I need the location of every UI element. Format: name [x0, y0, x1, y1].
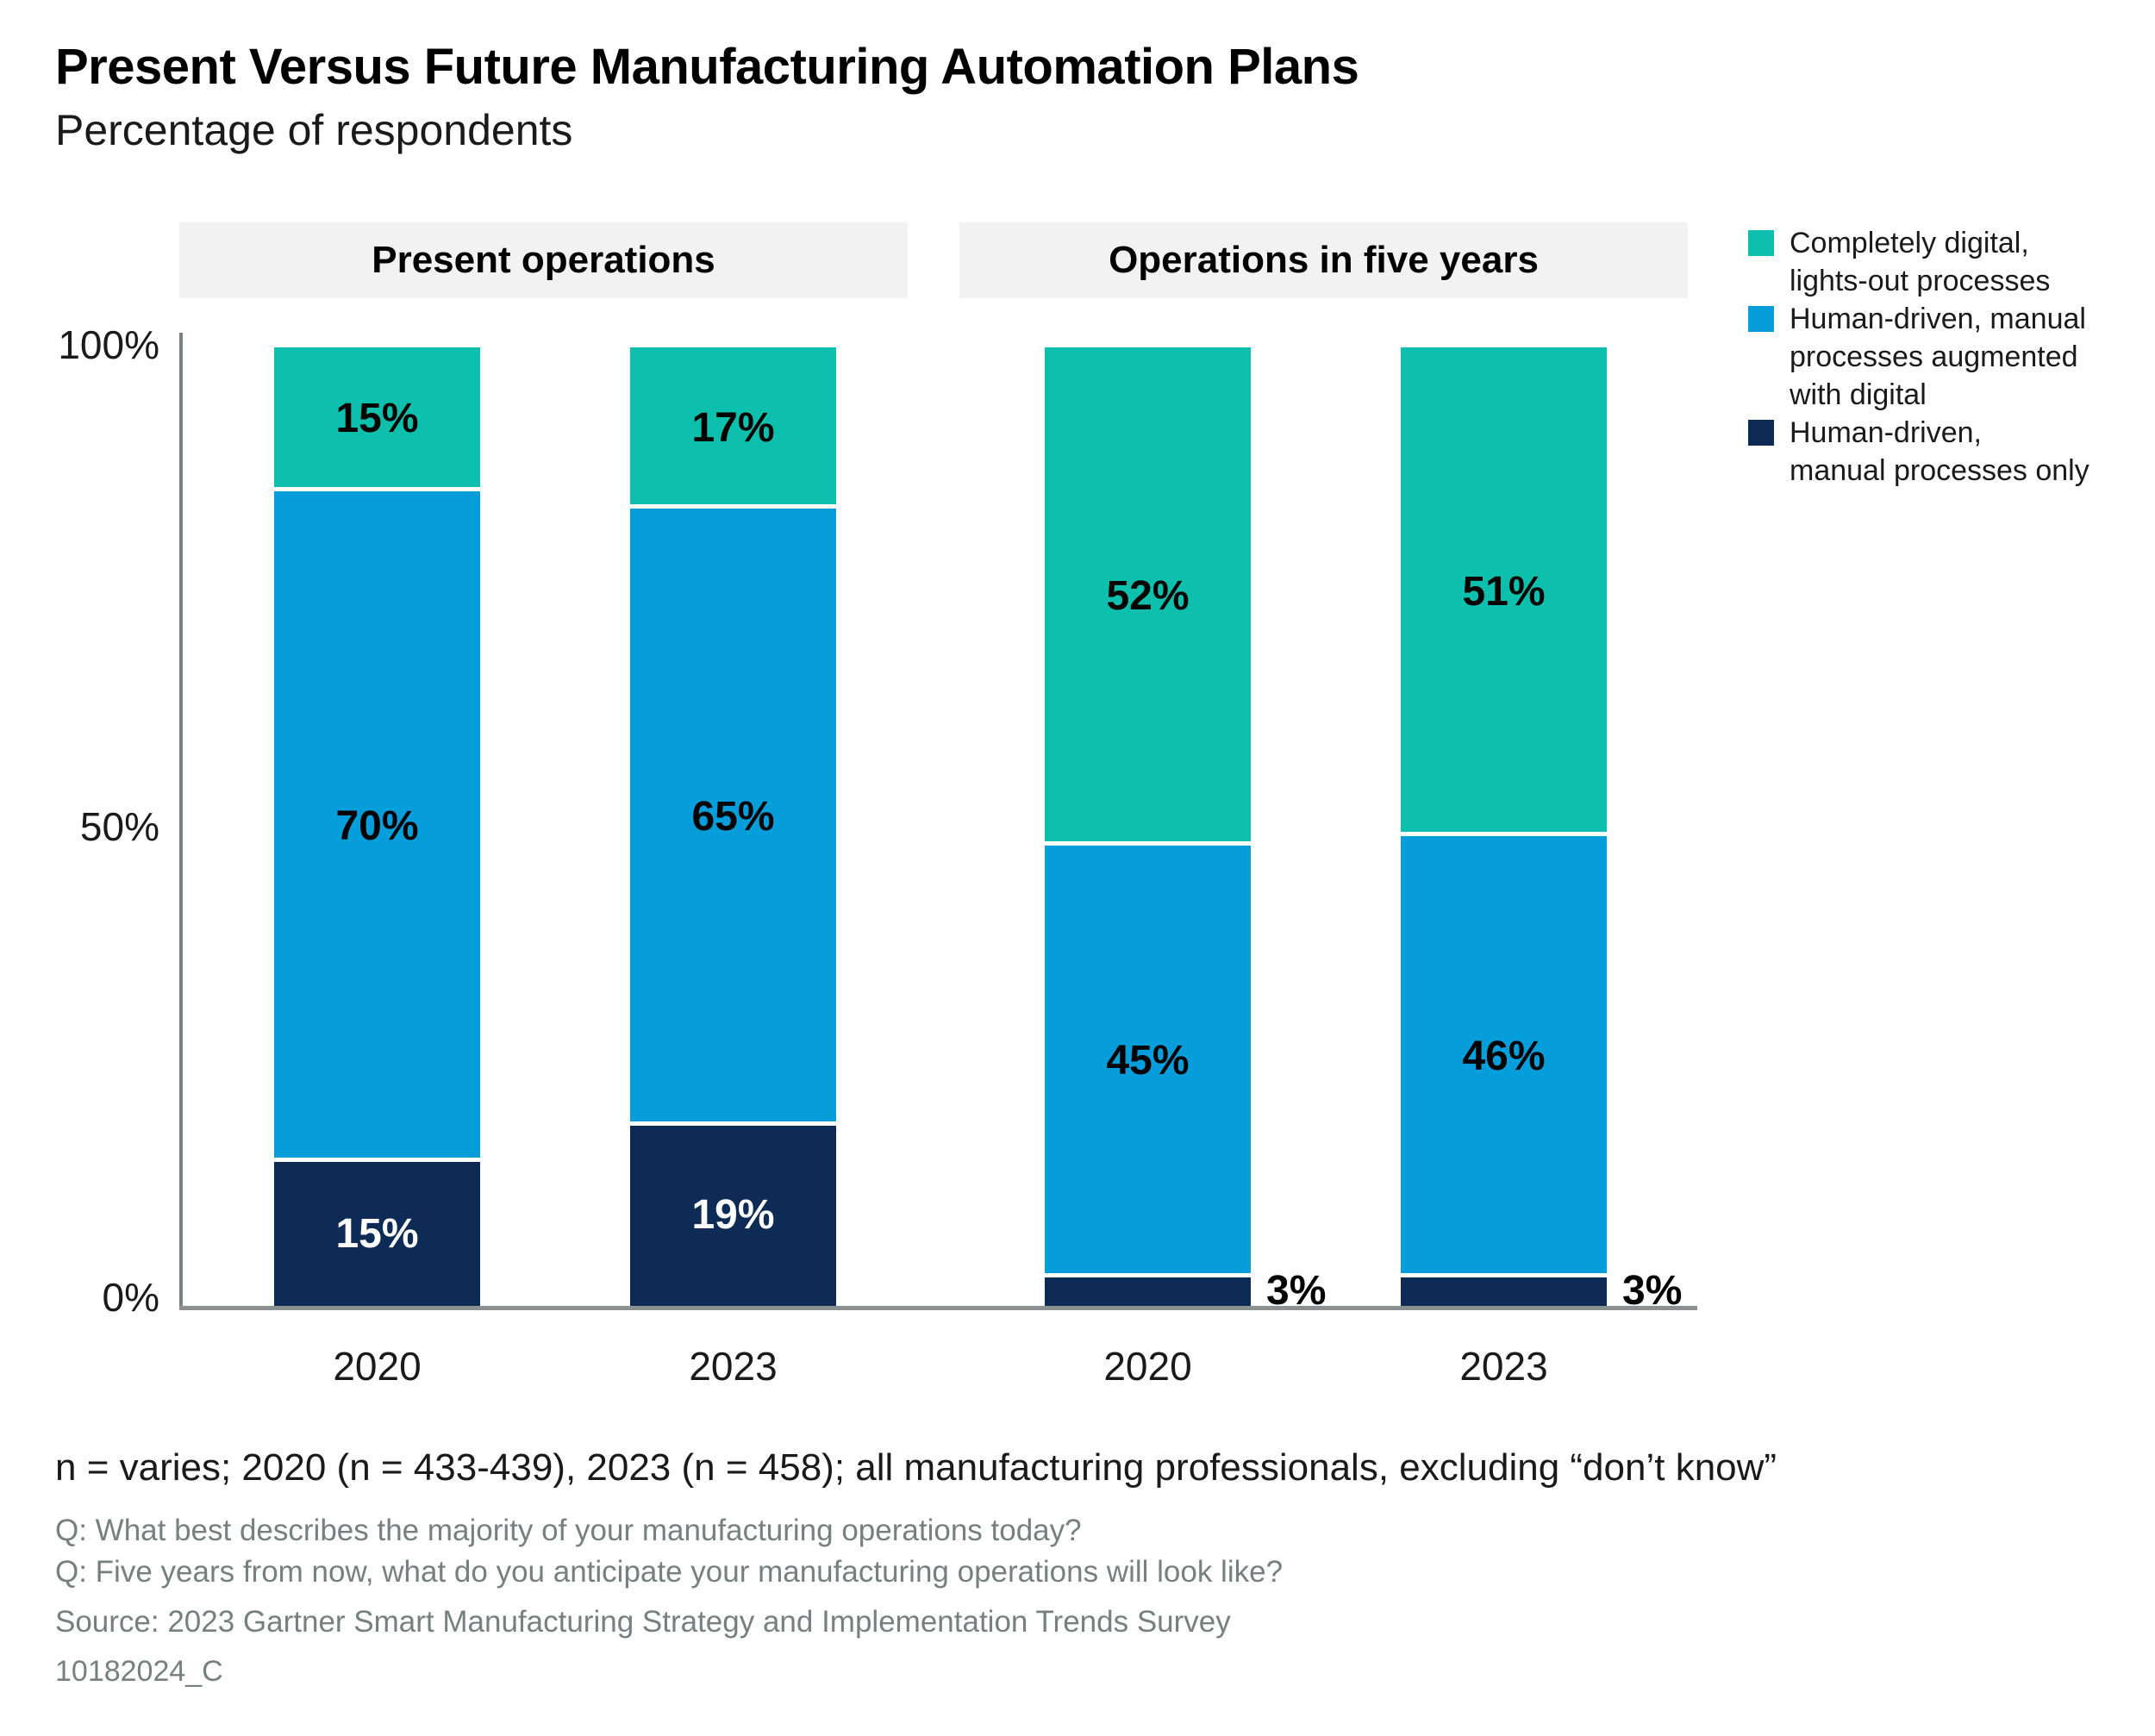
legend: Completely digital, lights-out processes…: [1748, 224, 2145, 490]
footnote-document-id: 10182024_C: [55, 1655, 223, 1688]
x-axis-label: 2020: [333, 1344, 422, 1389]
footnote-source: Source: 2023 Gartner Smart Manufacturing…: [55, 1605, 1231, 1639]
bar-segment: 3%: [1401, 1271, 1682, 1312]
footnote-sample-size: n = varies; 2020 (n = 433-439), 2023 (n …: [55, 1446, 1777, 1489]
bar-value-label: 51%: [1462, 568, 1546, 615]
stacked-bar-present-2023: 17% 65% 19%: [630, 347, 836, 1306]
bar-segment: 51%: [1401, 347, 1607, 837]
stacked-bar-future-2020: 52% 45% 3%: [1045, 347, 1326, 1312]
bar-segment: 52%: [1045, 347, 1251, 846]
bar-value-label: 65%: [691, 793, 775, 840]
legend-label: Human-driven, manual processes only: [1790, 416, 2089, 487]
y-axis-tick-0: 0%: [102, 1275, 159, 1320]
footnote-question-2: Q: Five years from now, what do you anti…: [55, 1555, 1284, 1589]
legend-label: Completely digital, lights-out processes: [1790, 227, 2051, 297]
x-axis-line: [179, 1306, 1697, 1310]
legend-swatch-teal: [1748, 230, 1774, 256]
bar-segment: 17%: [630, 347, 836, 509]
legend-item-manual-only: Human-driven, manual processes only: [1748, 414, 2145, 490]
x-axis-label: 2023: [1459, 1344, 1548, 1389]
bar-value-label: 52%: [1106, 573, 1190, 620]
group-header-operations-in-five-years: Operations in five years: [959, 222, 1688, 298]
y-axis-tick-50: 50%: [79, 804, 159, 849]
stacked-bar-present-2020: 15% 70% 15%: [274, 347, 480, 1306]
x-axis-label: 2020: [1103, 1344, 1192, 1389]
bar-segment: 46%: [1401, 836, 1607, 1277]
legend-item-augmented-with-digital: Human-driven, manual processes augmented…: [1748, 300, 2145, 414]
bar-segment: 45%: [1045, 846, 1251, 1277]
bar-value-label: 15%: [335, 396, 419, 442]
bar-value-label: 46%: [1462, 1033, 1546, 1079]
bar-value-label: 3%: [1622, 1268, 1683, 1314]
page-title: Present Versus Future Manufacturing Auto…: [55, 39, 1359, 95]
group-header-present-operations: Present operations: [179, 222, 908, 298]
bar-segment: 70%: [274, 490, 480, 1163]
page-subtitle: Percentage of respondents: [55, 106, 573, 154]
bar-segment: 19%: [630, 1125, 836, 1306]
footnote-question-1: Q: What best describes the majority of y…: [55, 1514, 1082, 1547]
bar-value-label: 17%: [691, 404, 775, 451]
legend-label: Human-driven, manual processes augmented…: [1790, 303, 2086, 411]
stacked-bar-future-2023: 51% 46% 3%: [1401, 347, 1682, 1312]
bar-value-label: 45%: [1106, 1038, 1190, 1084]
y-axis-tick-100: 100%: [58, 322, 159, 367]
x-axis-label: 2023: [689, 1344, 778, 1389]
y-axis-line: [179, 333, 183, 1310]
legend-item-completely-digital: Completely digital, lights-out processes: [1748, 224, 2145, 300]
bar-value-label: 15%: [335, 1210, 419, 1257]
bar-value-label: 3%: [1266, 1268, 1327, 1314]
bar-segment: 3%: [1045, 1271, 1326, 1312]
bar-segment: 65%: [630, 509, 836, 1126]
bar-segment: 15%: [274, 1162, 480, 1306]
bar-value-label: 70%: [335, 803, 419, 849]
legend-swatch-navy: [1748, 420, 1774, 446]
legend-swatch-blue: [1748, 306, 1774, 332]
bar-value-label: 19%: [691, 1192, 775, 1239]
bar-segment: 15%: [274, 347, 480, 491]
